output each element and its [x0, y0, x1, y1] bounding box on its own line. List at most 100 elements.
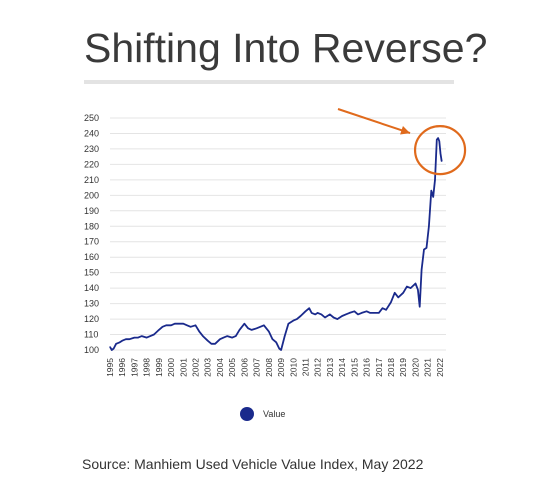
data-point: [268, 330, 270, 332]
data-point: [115, 343, 117, 345]
data-point: [219, 338, 221, 340]
series-line-value: [109, 137, 443, 351]
data-point: [128, 338, 131, 340]
data-point: [119, 341, 121, 343]
data-point: [437, 137, 439, 139]
data-point: [190, 326, 192, 328]
data-point: [177, 323, 179, 325]
data-point: [214, 343, 216, 345]
data-point: [369, 312, 371, 314]
data-point: [165, 324, 167, 326]
y-tick-label: 110: [84, 330, 98, 340]
data-point: [397, 296, 399, 298]
x-tick-label: 2000: [166, 358, 176, 377]
data-point: [226, 335, 228, 337]
x-tick-label: 2022: [435, 358, 445, 377]
x-tick-label: 1997: [129, 358, 139, 377]
x-tick-label: 2010: [288, 358, 298, 377]
data-point: [308, 307, 310, 309]
annotation-circle: [413, 125, 467, 176]
data-point: [235, 335, 237, 337]
x-tick-label: 2012: [313, 358, 323, 377]
data-point: [238, 329, 241, 331]
data-point: [280, 349, 282, 351]
data-point: [304, 310, 307, 312]
data-point: [434, 179, 436, 181]
data-point: [210, 343, 212, 345]
data-point: [324, 316, 326, 319]
y-tick-label: 150: [84, 268, 99, 278]
data-point: [149, 335, 151, 337]
x-tick-label: 2002: [191, 358, 201, 377]
y-tick-label: 160: [84, 252, 99, 262]
data-point: [348, 312, 351, 314]
data-point: [423, 248, 425, 251]
data-point: [430, 190, 432, 192]
title-divider: [84, 80, 454, 84]
legend-marker: [240, 407, 254, 421]
y-tick-label: 230: [84, 144, 99, 154]
x-tick-label: 2008: [264, 358, 274, 377]
x-tick-label: 2003: [203, 358, 213, 377]
x-axis-ticks: 1995 1996 1997 1998 1999 2000 2001 2002 2003 2004…: [105, 358, 445, 377]
y-tick-label: 210: [84, 175, 99, 185]
x-tick-label: 2021: [423, 358, 433, 377]
data-point: [125, 338, 127, 340]
data-point: [441, 160, 443, 162]
y-tick-label: 180: [84, 221, 99, 231]
data-point: [174, 323, 176, 325]
x-tick-label: 2018: [386, 358, 396, 377]
data-point: [329, 313, 331, 315]
data-point: [425, 247, 428, 249]
data-point: [202, 335, 204, 337]
data-point: [198, 330, 200, 332]
source-note: Source: Manhiem Used Vehicle Value Index…: [82, 456, 424, 472]
data-point: [111, 349, 113, 351]
data-point: [141, 335, 143, 337]
data-point: [182, 323, 184, 325]
x-tick-label: 2019: [398, 358, 408, 377]
x-tick-label: 2005: [227, 358, 237, 377]
x-tick-label: 2020: [410, 358, 420, 377]
data-point: [133, 337, 135, 339]
data-point: [432, 196, 434, 198]
data-point: [121, 340, 123, 342]
data-point: [170, 324, 172, 326]
data-point: [113, 347, 115, 350]
data-point: [109, 346, 111, 348]
y-tick-label: 120: [84, 314, 99, 324]
legend: Value: [240, 407, 285, 421]
x-tick-label: 2006: [239, 358, 249, 377]
gridlines: [110, 117, 446, 351]
data-point: [366, 310, 368, 312]
data-point: [158, 329, 160, 331]
legend-label-value: Value: [263, 409, 285, 419]
data-point: [243, 323, 245, 325]
data-point: [361, 312, 363, 314]
data-point: [336, 318, 338, 320]
data-point: [223, 337, 225, 339]
x-tick-label: 2007: [252, 358, 262, 377]
data-point: [438, 140, 440, 142]
data-point: [378, 312, 380, 314]
annotation-arrow-line: [337, 108, 411, 135]
data-point: [385, 309, 387, 311]
x-tick-label: 2015: [349, 358, 359, 377]
y-tick-label: 140: [84, 283, 99, 293]
x-tick-label: 2017: [374, 358, 384, 377]
data-point: [278, 347, 280, 350]
y-tick-label: 220: [84, 159, 99, 169]
data-point: [417, 289, 419, 291]
data-point: [296, 318, 298, 320]
annotation-arrow-head: [400, 125, 411, 135]
data-point: [161, 326, 164, 328]
chart-title: Shifting Into Reverse?: [84, 25, 488, 71]
y-tick-label: 240: [84, 128, 99, 138]
data-point: [353, 310, 355, 312]
x-tick-label: 2014: [337, 358, 347, 377]
data-point: [207, 340, 209, 342]
data-point: [311, 312, 313, 314]
data-point: [231, 337, 233, 339]
data-point: [428, 225, 430, 227]
data-point: [333, 316, 335, 319]
